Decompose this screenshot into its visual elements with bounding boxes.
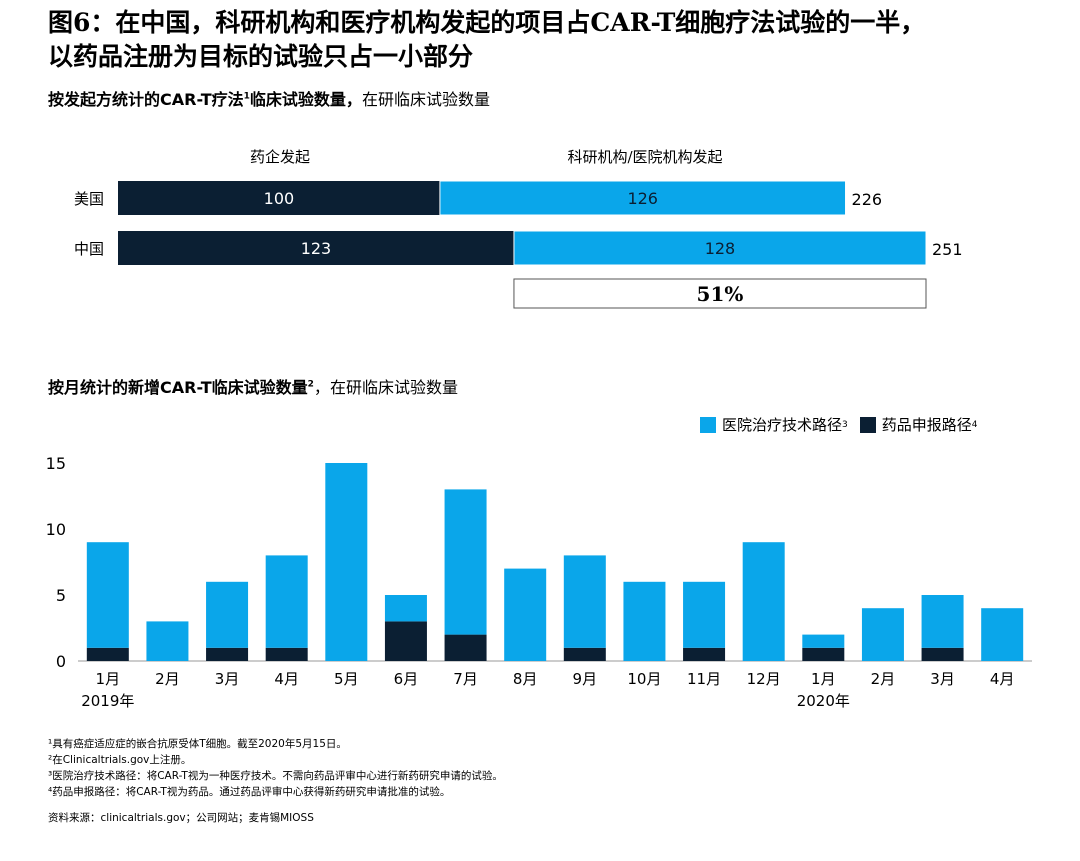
bar-hospital bbox=[444, 489, 487, 635]
x-tick-label: 9月 bbox=[573, 670, 598, 688]
bar-hospital bbox=[683, 581, 726, 648]
legend-sup-hospital: 3 bbox=[842, 419, 848, 430]
x-tick-label: 4月 bbox=[990, 670, 1015, 688]
chart2-legend: 医院治疗技术路径 3 药品申报路径 4 bbox=[700, 414, 990, 435]
bar-hospital bbox=[921, 595, 964, 648]
legend-swatch-hospital bbox=[700, 416, 716, 433]
page-title: 图6：在中国，科研机构和医疗机构发起的项目占CAR-T细胞疗法试验的一半， 以药… bbox=[48, 6, 1058, 74]
x-tick-label: 8月 bbox=[513, 670, 538, 688]
legend-sup-drug: 4 bbox=[971, 419, 978, 430]
bar-drug bbox=[444, 634, 487, 661]
legend-item-drug: 药品申报路径 4 bbox=[859, 414, 978, 435]
x-tick-label: 12月 bbox=[747, 670, 781, 688]
row-label: 中国 bbox=[74, 240, 104, 258]
bar-hospital bbox=[86, 542, 129, 648]
row-label: 美国 bbox=[74, 190, 104, 208]
title-line-2: 以药品注册为目标的试验只占一小部分 bbox=[48, 42, 474, 71]
legend-swatch-drug bbox=[859, 416, 876, 433]
x-tick-label: 1月 bbox=[811, 670, 836, 688]
bar-drug bbox=[802, 647, 845, 661]
bar-total-label: 226 bbox=[852, 190, 883, 209]
bar-drug bbox=[86, 647, 129, 661]
bar-academic-label: 126 bbox=[627, 189, 658, 208]
x-tick-label: 6月 bbox=[394, 670, 419, 688]
footnote-2: ²在Clinicaltrials.gov上注册。 bbox=[48, 754, 192, 766]
bar-hospital bbox=[384, 595, 427, 622]
bar-hospital bbox=[563, 555, 606, 648]
bar-hospital bbox=[325, 463, 368, 661]
footnote-4: ⁴药品申报路径：将CAR-T视为药品。通过药品评审中心获得新药研究申请批准的试验… bbox=[48, 786, 451, 798]
bar-pharma bbox=[118, 231, 514, 265]
chart2-title: 按月统计的新增CAR-T临床试验数量2，在研临床试验数量 bbox=[48, 378, 458, 397]
chart2-title-normal: 在研临床试验数量 bbox=[329, 378, 458, 397]
bar-drug bbox=[384, 621, 427, 661]
y-tick-label: 0 bbox=[56, 652, 66, 671]
bar-drug bbox=[206, 647, 249, 661]
bar-drug bbox=[921, 647, 964, 661]
bar-hospital bbox=[861, 608, 904, 661]
y-tick-label: 5 bbox=[56, 586, 66, 605]
bar-academic bbox=[439, 180, 847, 216]
bar-pharma bbox=[118, 181, 440, 215]
x-tick-label: 10月 bbox=[627, 670, 661, 688]
x-tick-label: 7月 bbox=[453, 670, 478, 688]
x-tick-label: 2月 bbox=[871, 670, 896, 688]
bar-hospital bbox=[265, 555, 308, 648]
bar-total-label: 251 bbox=[932, 240, 963, 259]
series-header-academic: 科研机构/医院机构发起 bbox=[567, 148, 722, 166]
x-tick-label: 3月 bbox=[930, 670, 955, 688]
chart2-title-bold: 按月统计的新增CAR-T临床试验数量 bbox=[48, 378, 308, 397]
bar-hospital bbox=[146, 621, 189, 661]
chart1-title-bold2: 临床试验数量， bbox=[249, 90, 362, 109]
source-note: 资料来源：clinicaltrials.gov；公司网站；麦肯锡MIOSS bbox=[48, 812, 314, 824]
legend-label-drug: 药品申报路径 bbox=[881, 416, 972, 434]
y-tick-label: 15 bbox=[46, 454, 66, 473]
bar-drug bbox=[683, 647, 726, 661]
bar-pharma-label: 123 bbox=[301, 239, 332, 258]
bar-academic bbox=[513, 230, 927, 266]
legend-label-hospital: 医院治疗技术路径 bbox=[722, 416, 843, 434]
bar-hospital bbox=[623, 581, 666, 661]
y-tick-label: 10 bbox=[46, 520, 66, 539]
bar-hospital bbox=[504, 568, 547, 661]
bar-academic-label: 128 bbox=[705, 239, 736, 258]
year-label: 2019年 bbox=[81, 692, 134, 710]
bar-hospital bbox=[802, 634, 845, 648]
chart1-title: 按发起方统计的CAR-T疗法1临床试验数量，在研临床试验数量 bbox=[48, 86, 490, 110]
footnotes: ¹具有癌症适应症的嵌合抗原受体T细胞。截至2020年5月15日。 ²在Clini… bbox=[48, 736, 503, 800]
bar-pharma-label: 100 bbox=[264, 189, 295, 208]
series-header-pharma: 药企发起 bbox=[250, 148, 310, 166]
x-tick-label: 11月 bbox=[687, 670, 721, 688]
x-tick-label: 3月 bbox=[215, 670, 240, 688]
bar-drug bbox=[563, 647, 606, 661]
footnote-3: ³医院治疗技术路径：将CAR-T视为一种医疗技术。不需向药品评审中心进行新药研究… bbox=[48, 770, 503, 782]
bar-hospital bbox=[981, 608, 1024, 661]
chart1-title-normal: 在研临床试验数量 bbox=[361, 90, 490, 109]
x-tick-label: 2月 bbox=[155, 670, 180, 688]
share-annotation-label: 51% bbox=[697, 282, 744, 306]
chart1-title-sup: 1 bbox=[243, 91, 250, 102]
x-tick-label: 1月 bbox=[96, 670, 121, 688]
bar-hospital bbox=[742, 542, 785, 661]
x-tick-label: 4月 bbox=[274, 670, 299, 688]
chart2-title-sup: 2 bbox=[307, 379, 314, 390]
year-label: 2020年 bbox=[797, 692, 850, 710]
footnote-1: ¹具有癌症适应症的嵌合抗原受体T细胞。截至2020年5月15日。 bbox=[48, 738, 347, 750]
share-annotation-box bbox=[513, 278, 927, 309]
bar-hospital bbox=[206, 581, 249, 648]
chart1-title-bold: 按发起方统计的CAR-T疗法 bbox=[48, 90, 244, 109]
x-tick-label: 5月 bbox=[334, 670, 359, 688]
title-line-1: 图6：在中国，科研机构和医疗机构发起的项目占CAR-T细胞疗法试验的一半， bbox=[48, 8, 926, 37]
bar-drug bbox=[265, 647, 308, 661]
legend-item-hospital: 医院治疗技术路径 3 bbox=[700, 414, 848, 435]
